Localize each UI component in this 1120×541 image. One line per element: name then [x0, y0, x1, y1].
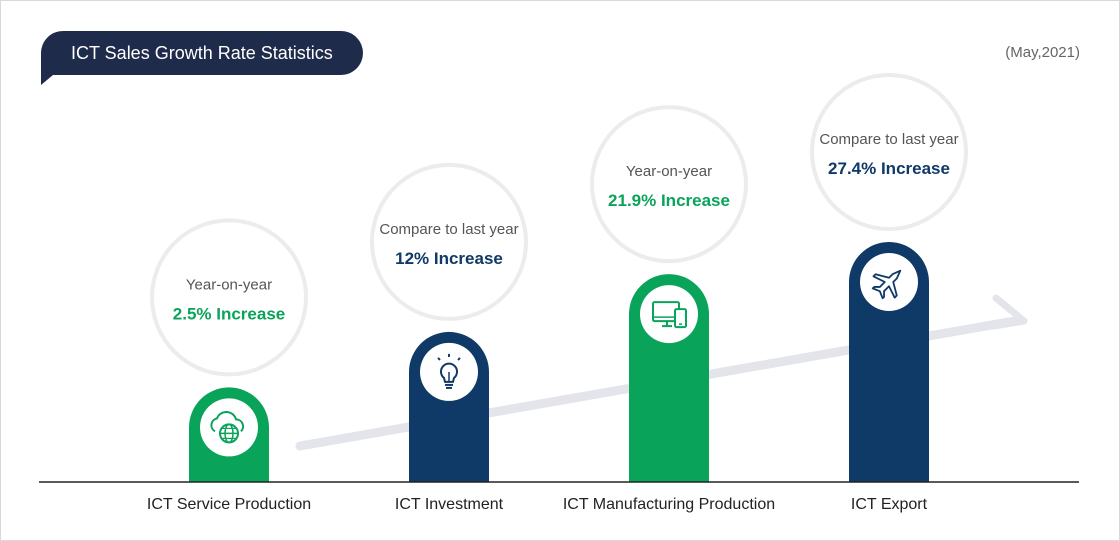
bar-icon-circle	[640, 285, 698, 344]
chart-title: ICT Sales Growth Rate Statistics	[41, 31, 363, 85]
date-label: (May,2021)	[1005, 44, 1080, 61]
bubble-caption: Compare to last year	[379, 221, 518, 238]
bubble-caption: Compare to last year	[819, 131, 958, 148]
bubble-value: 12% Increase	[395, 249, 503, 268]
bar-icon-circle	[860, 253, 918, 311]
category-label: ICT Manufacturing Production	[563, 496, 775, 513]
value-bubble	[370, 162, 528, 321]
value-bubble	[590, 105, 748, 264]
bubble-value: 21.9% Increase	[608, 191, 730, 210]
category-label: ICT Investment	[395, 496, 504, 513]
bubble-value: 2.5% Increase	[173, 304, 285, 323]
value-bubble	[810, 73, 968, 231]
bubble-value: 27.4% Increase	[828, 159, 950, 178]
cloud-globe-icon	[210, 410, 245, 444]
trend-arrow-head	[990, 294, 1028, 330]
lightbulb-icon	[437, 353, 461, 389]
category-label: ICT Service Production	[147, 496, 311, 513]
airplane-icon	[871, 269, 902, 300]
bubble-caption: Year-on-year	[626, 163, 712, 180]
value-bubble	[150, 218, 308, 377]
bubble-caption: Year-on-year	[186, 276, 272, 293]
devices-icon	[652, 301, 687, 329]
category-label: ICT Export	[851, 496, 928, 513]
